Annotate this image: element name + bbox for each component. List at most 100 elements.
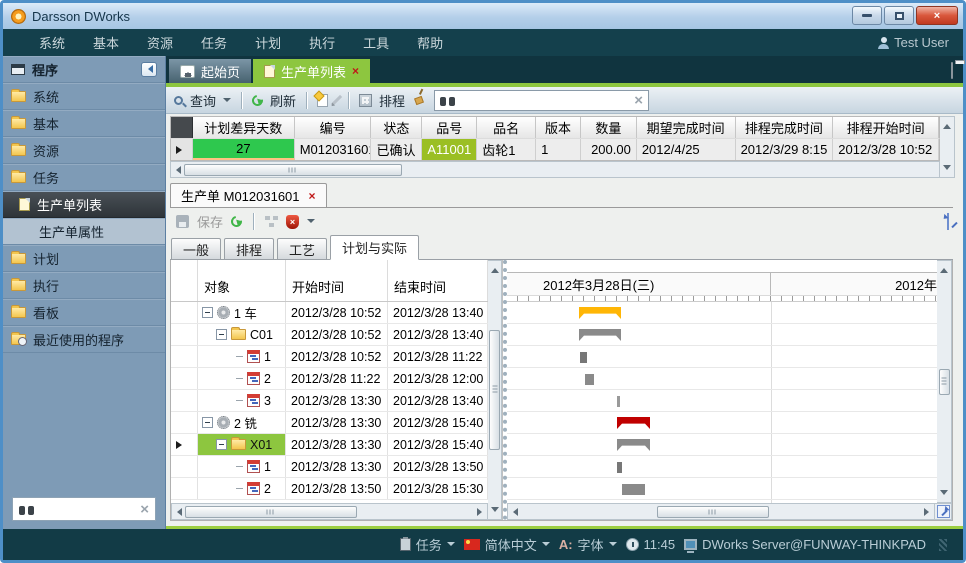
column-header[interactable]: 版本 [536, 117, 581, 138]
status-language-dropdown[interactable]: 简体中文 [463, 535, 550, 554]
table-row[interactable]: 27 M012031601 已确认 A11001 齿轮1 1 200.00 20… [170, 138, 940, 161]
tree-row-op[interactable]: 2 2012/3/28 11:22 2012/3/28 12:00 [171, 368, 488, 390]
sidebar-item-task[interactable]: 任务 [3, 164, 165, 191]
scroll-down-icon[interactable] [942, 164, 953, 175]
tree-row-resource-x01[interactable]: X01 2012/3/28 13:30 2012/3/28 15:40 [171, 434, 488, 456]
detail-tab[interactable]: 生产单 M012031601 × [170, 183, 327, 207]
query-button[interactable]: 查询 [190, 93, 217, 109]
clear-search-icon[interactable]: × [140, 500, 149, 518]
scroll-left-icon[interactable] [172, 506, 183, 517]
sidebar-item-resource[interactable]: 资源 [3, 137, 165, 164]
scroll-thumb[interactable] [185, 505, 357, 518]
column-header[interactable]: 对象 [198, 260, 286, 301]
scroll-left-icon[interactable] [508, 506, 519, 517]
tab-plan-vs-actual[interactable]: 计划与实际 [330, 235, 420, 260]
new-document-icon[interactable] [317, 93, 329, 107]
column-header[interactable]: 状态 [371, 117, 423, 138]
column-header[interactable]: 编号 [295, 117, 372, 138]
broom-icon[interactable] [414, 95, 425, 105]
menu-help[interactable]: 帮助 [417, 36, 444, 51]
sidebar-item-plan[interactable]: 计划 [3, 245, 165, 272]
menu-plan[interactable]: 计划 [255, 36, 282, 51]
scroll-up-icon[interactable] [939, 263, 950, 274]
open-in-window-icon[interactable] [947, 213, 949, 230]
sidebar-item-execute[interactable]: 执行 [3, 272, 165, 299]
gantt-bar[interactable] [617, 462, 622, 473]
toolbar-search-box[interactable]: × [434, 89, 650, 111]
gantt-bar[interactable] [585, 374, 594, 385]
gantt-bar[interactable] [622, 484, 645, 495]
grid-horizontal-scrollbar[interactable] [170, 161, 940, 178]
tree-row-op[interactable]: 1 2012/3/28 10:52 2012/3/28 11:22 [171, 346, 488, 368]
sidebar-search-input[interactable] [40, 500, 135, 518]
tree-row-resource-c01[interactable]: C01 2012/3/28 10:52 2012/3/28 13:40 [171, 324, 488, 346]
scroll-down-icon[interactable] [939, 489, 950, 500]
column-header[interactable]: 品名 [477, 117, 537, 138]
collapse-node-icon[interactable] [216, 439, 227, 450]
minimize-button[interactable] [852, 6, 882, 25]
sidebar-collapse-button[interactable] [141, 61, 157, 77]
gantt-bar[interactable] [579, 307, 621, 319]
column-header[interactable]: 排程完成时间 [736, 117, 834, 138]
menu-execute[interactable]: 执行 [309, 36, 336, 51]
gantt-bar[interactable] [580, 352, 587, 363]
tab-production-order-list[interactable]: 生产单列表 × [253, 59, 371, 83]
menu-tools[interactable]: 工具 [363, 36, 390, 51]
sidebar-search-box[interactable]: × [12, 497, 156, 521]
tree-row-op[interactable]: 1 2012/3/28 13:30 2012/3/28 13:50 [171, 456, 488, 478]
schedule-button[interactable]: 排程 [379, 93, 406, 109]
gantt-bar[interactable] [579, 329, 621, 341]
tab-process[interactable]: 工艺 [277, 238, 328, 259]
column-header[interactable]: 排程开始时间 [833, 117, 939, 138]
scroll-thumb[interactable] [184, 163, 402, 176]
tree-row-machine-2[interactable]: 2 铣 2012/3/28 13:30 2012/3/28 15:40 [171, 412, 488, 434]
gantt-bar[interactable] [617, 439, 650, 451]
title-bar[interactable]: Darsson DWorks × [3, 3, 963, 29]
sidebar-item-kanban[interactable]: 看板 [3, 299, 165, 326]
sidebar-item-basic[interactable]: 基本 [3, 110, 165, 137]
tab-schedule[interactable]: 排程 [224, 238, 275, 259]
column-header[interactable]: 品号 [422, 117, 478, 138]
grid-vertical-scrollbar[interactable] [940, 116, 955, 178]
column-header[interactable]: 计划差异天数 [193, 117, 295, 138]
resize-grip[interactable] [939, 538, 947, 551]
scroll-thumb[interactable] [657, 505, 769, 518]
toolbar-search-input[interactable] [461, 93, 629, 107]
tree-vertical-scrollbar[interactable] [488, 260, 502, 520]
scroll-up-icon[interactable] [489, 263, 500, 274]
expand-icon[interactable] [936, 505, 950, 518]
chevron-down-icon[interactable] [223, 97, 232, 106]
edit-icon[interactable] [330, 94, 343, 106]
shield-icon[interactable]: × [286, 214, 300, 229]
scroll-right-icon[interactable] [476, 506, 487, 517]
sidebar-item-production-order-props[interactable]: 生产单属性 [3, 218, 165, 245]
collapse-node-icon[interactable] [202, 417, 213, 428]
menu-task[interactable]: 任务 [201, 36, 228, 51]
sidebar-item-system[interactable]: 系统 [3, 83, 165, 110]
sidebar-item-production-order-list[interactable]: 生产单列表 [3, 191, 165, 218]
status-task-dropdown[interactable]: 任务 [399, 535, 455, 554]
restore-button[interactable] [884, 6, 914, 25]
collapse-node-icon[interactable] [216, 329, 227, 340]
scroll-thumb[interactable] [938, 368, 950, 395]
menu-resource[interactable]: 资源 [147, 36, 174, 51]
scroll-thumb[interactable] [489, 330, 500, 450]
detail-tab-close-icon[interactable]: × [308, 188, 316, 203]
scroll-left-icon[interactable] [171, 164, 182, 175]
tree-horizontal-scrollbar[interactable] [171, 503, 488, 520]
save-button[interactable]: 保存 [197, 215, 224, 230]
printer-icon[interactable] [951, 62, 953, 79]
scroll-right-icon[interactable] [923, 506, 934, 517]
tree-row-machine-1[interactable]: 1 车 2012/3/28 10:52 2012/3/28 13:40 [171, 302, 488, 324]
tab-general[interactable]: 一般 [171, 238, 222, 259]
tree-row-op[interactable]: 2 2012/3/28 13:50 2012/3/28 15:30 [171, 478, 488, 500]
gantt-horizontal-scrollbar[interactable] [507, 503, 935, 520]
gantt-bar[interactable] [617, 417, 650, 429]
user-indicator[interactable]: Test User [878, 35, 949, 50]
column-header[interactable]: 开始时间 [286, 260, 388, 301]
column-header[interactable]: 期望完成时间 [637, 117, 736, 138]
sidebar-item-recent-programs[interactable]: 最近使用的程序 [3, 326, 165, 353]
gantt-bar[interactable] [617, 396, 620, 407]
menu-system[interactable]: 系统 [39, 36, 66, 51]
gantt-vertical-scrollbar[interactable] [937, 260, 952, 503]
